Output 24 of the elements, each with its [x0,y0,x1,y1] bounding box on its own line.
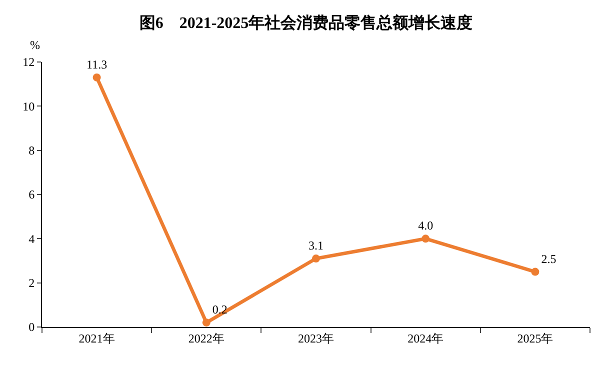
point [312,254,320,263]
data-label: 2.5 [541,252,556,266]
point [202,318,210,327]
y-tick-label: 0 [28,320,35,334]
data-label: 11.3 [86,57,108,72]
y-tick-label: 4 [28,232,35,246]
data-label: 4.0 [418,218,434,233]
data-label: 3.1 [308,238,324,253]
y-tick-label: 10 [22,99,35,114]
y-tick-label: 8 [28,144,35,158]
x-tick-label: 2023年 [298,331,334,346]
point [531,268,540,276]
x-tick-label: 2022年 [188,331,224,346]
y-tick-label: 6 [28,188,35,202]
point [422,234,430,243]
point [92,73,101,82]
data-label: 0.2 [212,302,228,317]
chart-title: 图6 2021-2025年社会消费品零售总额增长速度 [139,12,473,32]
y-tick-label: 2 [28,276,35,290]
y-axis-title: % [30,38,40,52]
y-tick-label: 12 [22,55,35,70]
x-tick-label: 2021年 [78,331,115,346]
x-tick-label: 2024年 [408,331,444,346]
x-tick-label: 2025年 [517,331,554,346]
